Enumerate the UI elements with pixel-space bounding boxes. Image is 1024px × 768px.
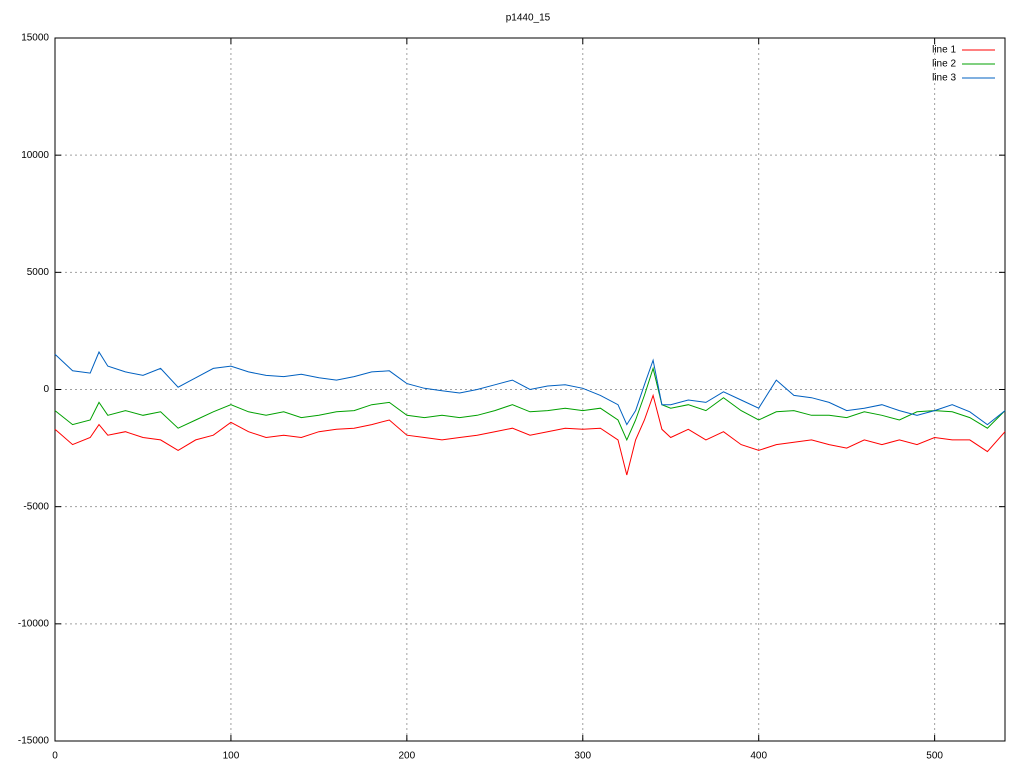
x-tick-label: 100 — [223, 751, 240, 762]
legend-label: line 1 — [932, 45, 956, 56]
legend-label: line 3 — [932, 73, 956, 84]
data-line — [54, 393, 1006, 476]
data-line — [54, 350, 1006, 426]
x-tick-label: 0 — [52, 751, 58, 762]
chart-title: p1440_15 — [506, 13, 551, 24]
x-tick-label: 300 — [574, 751, 591, 762]
y-tick-label: 10000 — [21, 150, 49, 161]
legend-label: line 2 — [932, 59, 956, 70]
y-tick-label: -5000 — [23, 501, 49, 512]
y-tick-label: 5000 — [27, 267, 50, 278]
data-line — [54, 366, 1006, 442]
y-tick-label: 0 — [43, 384, 49, 395]
y-tick-label: 15000 — [21, 33, 49, 44]
y-tick-label: -15000 — [18, 736, 50, 747]
y-tick-label: -10000 — [18, 618, 50, 629]
x-tick-label: 200 — [399, 751, 416, 762]
x-tick-label: 400 — [750, 751, 767, 762]
x-tick-label: 500 — [926, 751, 943, 762]
